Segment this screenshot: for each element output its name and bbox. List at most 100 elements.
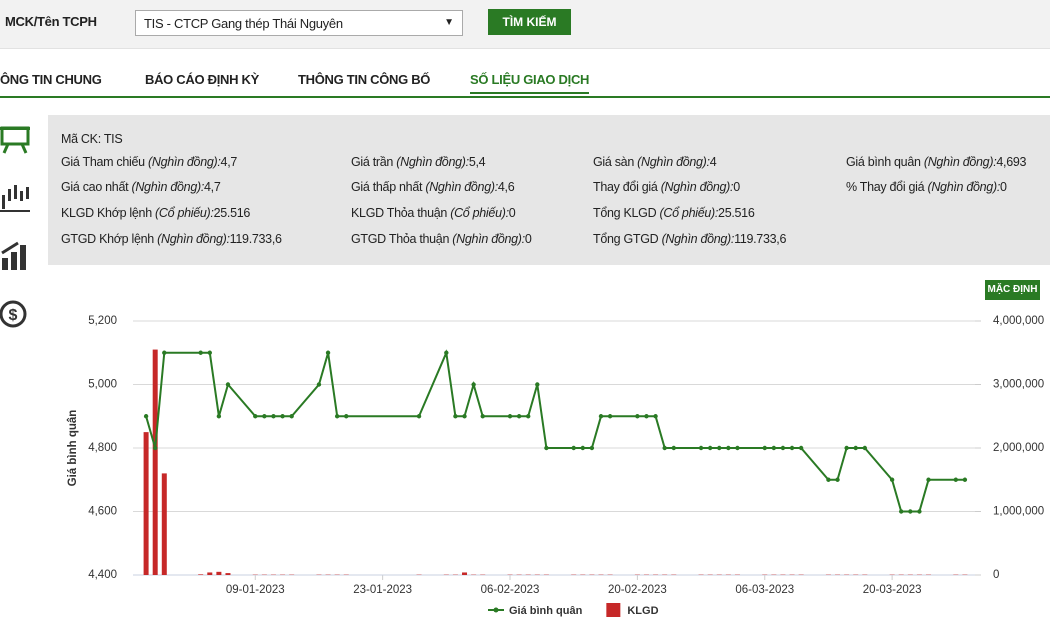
- sidebar-icons: $: [0, 126, 30, 328]
- price-point: [198, 350, 203, 355]
- volume-bar: [207, 572, 213, 575]
- info-unit: (Nghìn đồng):: [661, 232, 735, 246]
- price-point: [444, 350, 449, 355]
- info-item: KLGD Khớp lệnh (Cổ phiếu):25.516: [61, 206, 250, 220]
- select-arrow: ▼: [444, 17, 454, 28]
- volume-bar: [225, 573, 231, 575]
- price-point: [571, 445, 576, 451]
- price-point: [162, 350, 167, 355]
- x-tick-label: 06-02-2023: [481, 584, 540, 596]
- price-point: [798, 445, 804, 451]
- price-point: [862, 445, 868, 451]
- price-point: [253, 414, 258, 419]
- price-point: [544, 445, 549, 451]
- y2-tick-label: 2,000,000: [993, 442, 1044, 454]
- info-value: 4,693: [996, 155, 1027, 169]
- info-label: GTGD Thỏa thuận: [351, 232, 450, 246]
- info-unit: (Nghìn đồng):: [927, 180, 1000, 194]
- y2-tick-label: 4,000,000: [993, 315, 1044, 327]
- price-point: [152, 445, 158, 451]
- default-button[interactable]: MẶC ĐỊNH: [985, 280, 1040, 300]
- tab[interactable]: THÔNG TIN CÔNG BỐ: [298, 72, 431, 87]
- info-item: GTGD Thỏa thuận (Nghìn đồng):0: [351, 232, 532, 246]
- icon-candles[interactable]: [0, 185, 30, 212]
- price-point: [453, 414, 458, 419]
- price-point: [789, 445, 795, 451]
- price-point: [344, 414, 349, 419]
- info-label: % Thay đổi giá: [846, 180, 925, 194]
- info-item: Giá trần (Nghìn đồng):5,4: [351, 155, 486, 169]
- volume-bar: [198, 574, 204, 575]
- legend-label: KLGD: [627, 605, 658, 617]
- info-label: Giá sàn: [593, 155, 634, 169]
- info-label: Tổng KLGD: [593, 206, 657, 220]
- price-point: [535, 382, 540, 387]
- info-value: 0: [1000, 180, 1007, 194]
- info-label: KLGD Thỏa thuận: [351, 206, 448, 220]
- info-value: 0: [524, 232, 532, 246]
- price-point: [671, 445, 676, 451]
- search-button[interactable]: TÌM KIẾM: [488, 9, 571, 35]
- y-tick-label: 4,400: [88, 569, 117, 581]
- tab[interactable]: ÔNG TIN CHUNG: [0, 72, 102, 87]
- info-unit: (Nghìn đồng):: [131, 180, 205, 194]
- price-point: [334, 414, 340, 419]
- x-tick-label: 23-01-2023: [353, 584, 412, 596]
- price-point: [325, 350, 331, 355]
- legend-swatch: [606, 603, 621, 617]
- price-point: [771, 445, 777, 451]
- tab-active[interactable]: SỐ LIỆU GIAO DỊCH: [470, 72, 589, 94]
- price-point: [516, 414, 522, 419]
- info-value: 25.516: [718, 206, 755, 220]
- info-label: Thay đổi giá: [593, 180, 658, 194]
- price-point: [962, 477, 968, 482]
- info-unit: (Cổ phiếu):: [155, 206, 214, 220]
- info-value: 5,4: [468, 155, 486, 169]
- info-unit: (Cổ phiếu):: [450, 206, 509, 220]
- info-unit: (Nghìn đồng):: [923, 155, 997, 169]
- volume-bar: [462, 572, 468, 575]
- tab[interactable]: BÁO CÁO ĐỊNH KỲ: [145, 72, 259, 87]
- y2-tick-label: 1,000,000: [993, 506, 1044, 518]
- info-value: 4,6: [497, 180, 515, 194]
- x-tick-label: 20-02-2023: [608, 584, 667, 596]
- icon-bars[interactable]: [1, 241, 26, 270]
- y2-tick-label: 3,000,000: [993, 379, 1044, 391]
- price-point: [644, 414, 649, 419]
- y-tick-label: 4,600: [88, 506, 117, 518]
- volume-bar: [216, 571, 222, 575]
- company-select[interactable]: TIS - CTCP Gang thép Thái Nguyên ▼: [135, 10, 463, 36]
- tab-underline: [0, 96, 1050, 98]
- search-label: MCK/Tên TCPH: [5, 14, 97, 29]
- price-point: [589, 445, 595, 451]
- y-tick-label: 5,000: [88, 379, 117, 391]
- price-point: [735, 445, 740, 451]
- price-point: [844, 445, 849, 451]
- info-unit: (Cổ phiếu):: [659, 206, 719, 220]
- price-point: [462, 414, 467, 419]
- price-point: [698, 445, 704, 451]
- price-point: [908, 509, 913, 514]
- info-item: Giá bình quân (Nghìn đồng):4,693: [846, 155, 1026, 169]
- info-label: Giá thấp nhất: [351, 180, 423, 194]
- info-unit: (Nghìn đồng):: [396, 155, 469, 169]
- info-value: 4,7: [220, 155, 238, 169]
- y-tick-label: 5,200: [88, 315, 117, 327]
- info-value: 4,7: [204, 180, 221, 194]
- price-point: [416, 414, 422, 419]
- price-point: [662, 445, 667, 451]
- icon-board[interactable]: [0, 126, 30, 154]
- info-label: GTGD Khớp lệnh: [61, 232, 154, 246]
- price-point: [507, 414, 513, 419]
- info-unit: (Nghìn đồng):: [157, 232, 230, 246]
- price-point: [271, 414, 276, 419]
- info-item: Giá thấp nhất (Nghìn đồng):4,6: [351, 180, 515, 194]
- info-label: Giá bình quân: [846, 155, 921, 169]
- ticker-info: Mã CK: TIS: [61, 132, 123, 146]
- price-point: [316, 382, 322, 387]
- volume-bar: [143, 432, 149, 575]
- price-point: [780, 445, 786, 451]
- icon-dollar[interactable]: $: [0, 300, 27, 328]
- price-point: [899, 509, 904, 514]
